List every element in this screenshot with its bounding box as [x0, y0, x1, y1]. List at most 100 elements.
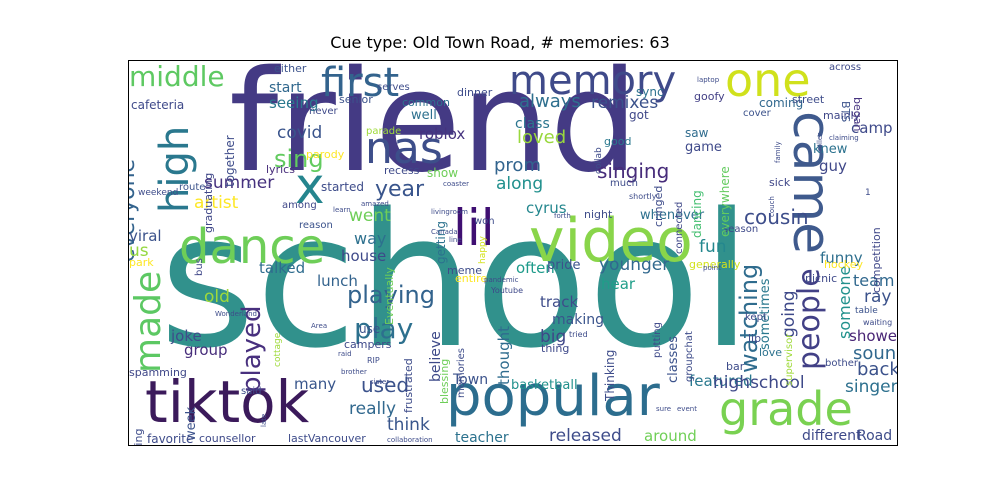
word-hear: hear [601, 275, 636, 293]
word-talked: talked [259, 259, 306, 277]
word-cloud: school friend tiktok popular grade came video d… [128, 60, 898, 446]
word-sync: sync [636, 85, 664, 99]
word-joke: joke [171, 327, 202, 345]
word-eventually: Eventually [383, 266, 396, 325]
word-cafeteria: cafeteria [131, 98, 185, 112]
word-night: night [584, 208, 613, 221]
word-came: came [781, 111, 841, 255]
word-thing: thing [541, 342, 570, 355]
word-event: event [677, 405, 697, 413]
word-house: house [341, 247, 387, 265]
word-thinking: Thinking [603, 349, 617, 401]
word-love: love [759, 346, 783, 359]
word-way: way [354, 229, 387, 248]
word-parody: parody [306, 148, 345, 161]
word-reason: reason [299, 220, 333, 231]
word-memories: memories [456, 347, 467, 398]
word-goofy: goofy [694, 90, 725, 103]
word-hockey: hockey [824, 258, 864, 271]
word-forth: forth [554, 212, 571, 220]
word-seeing: seeing [269, 94, 319, 112]
word-across: across [829, 62, 862, 73]
word-cover: cover [743, 108, 771, 119]
word-said: said [241, 386, 262, 397]
word-laptop: laptop [697, 76, 720, 84]
word-guy: guy [819, 157, 847, 175]
word-us: us [129, 241, 149, 261]
word-middle: middle [129, 60, 225, 93]
word-nas: nas [365, 123, 443, 174]
word-won: won [474, 216, 495, 227]
word-kept: kept [745, 312, 767, 323]
word-summer: summer [204, 173, 275, 193]
word-teacher: teacher [455, 430, 509, 446]
word-dinner: dinner [457, 86, 493, 99]
word-favorite: favorite [147, 432, 194, 446]
word-show: show [427, 166, 459, 180]
word-sick: sick [769, 176, 791, 189]
word-recess: recess [384, 164, 420, 177]
word-made: made [128, 270, 169, 373]
word-around: around [644, 427, 697, 445]
chart-title: Cue type: Old Town Road, # memories: 63 [330, 33, 670, 52]
word-wonderland: Wonderland [215, 310, 257, 318]
word-waiting: waiting [863, 318, 893, 327]
word-play: play [354, 312, 414, 345]
word-route: route [179, 182, 206, 193]
word-connected: connected [674, 201, 685, 254]
word-one: one [725, 60, 811, 107]
word-got: got [629, 108, 649, 122]
word-supervisor: supervisor [784, 333, 795, 386]
word-memory: memory [509, 60, 677, 104]
word-late: late [260, 413, 268, 427]
word-shortly: shortly [629, 192, 657, 201]
word-area: Area [311, 322, 328, 330]
word-sound: sound [853, 343, 897, 364]
word-never: never [309, 106, 338, 117]
word-line: line [449, 236, 462, 244]
word-cottage: cottage [273, 332, 283, 368]
word-someone: someone [835, 266, 854, 340]
word-bus: bus [194, 258, 205, 276]
word-picnic: picnic [805, 272, 838, 285]
word-well: well [411, 108, 437, 123]
word-lunch: lunch [317, 272, 358, 290]
word-counsellor: counsellor [199, 432, 256, 445]
word-popular: popular [446, 364, 660, 429]
word-brother: brother [341, 368, 367, 376]
word-road: Road [857, 428, 893, 444]
word-cousin: cousin [744, 205, 809, 229]
word-viral: viral [129, 227, 162, 245]
word-couch: couch [768, 196, 776, 217]
word-cyrus: cyrus [526, 199, 567, 217]
word-whenever: whenever [640, 208, 705, 223]
word-making: making [552, 312, 604, 328]
word-generally: generally [689, 258, 741, 271]
word-many: many [294, 375, 337, 393]
word-roblox: roblox [419, 125, 466, 143]
word-collaboration: collaboration [387, 436, 433, 444]
word-back: back [857, 359, 898, 380]
word-everywhere: everywhere [718, 166, 732, 238]
word-think: think [387, 415, 430, 435]
word-town: Town [453, 372, 489, 388]
word-rip: RIP [367, 356, 380, 365]
word-bts: BTS [839, 101, 852, 123]
word-together: together [223, 135, 237, 187]
word-learn: learn [333, 206, 351, 214]
word-entire: entire [455, 272, 488, 285]
word-tried: tried [569, 330, 588, 339]
word-lastvancouver: lastVancouver [288, 432, 366, 445]
word-serves: serves [377, 82, 410, 93]
word-senior: senior [339, 93, 373, 106]
word-raid: raid [338, 350, 352, 358]
word-weekend: weekend [138, 188, 179, 198]
word-season: season [723, 224, 759, 235]
word-artist: artist [194, 193, 239, 213]
word-showed: showed [849, 327, 897, 345]
word-1: 1 [865, 188, 871, 198]
word-old: old [204, 287, 230, 307]
word-coaster: coaster [443, 180, 469, 188]
word-year: year [375, 177, 425, 202]
word-high: high [152, 125, 198, 213]
